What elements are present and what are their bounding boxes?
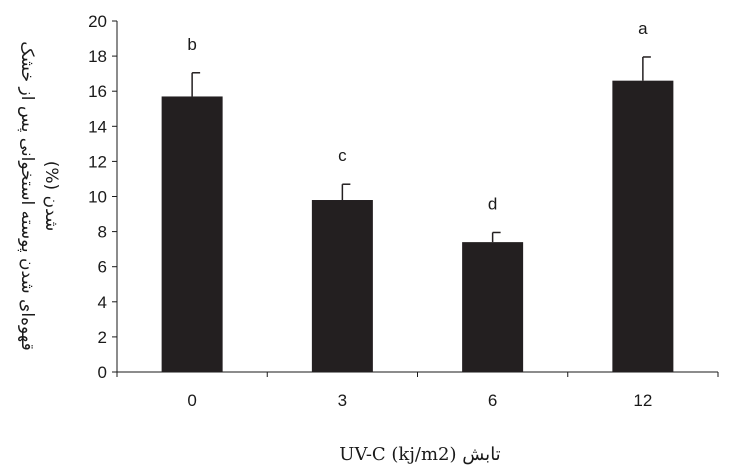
y-tick-label: 8: [98, 223, 107, 242]
y-tick-label: 20: [88, 12, 107, 31]
x-tick-label: 6: [488, 391, 497, 410]
x-tick-label: 12: [633, 391, 652, 410]
x-tick-label: 0: [187, 391, 196, 410]
bar: [311, 200, 373, 372]
x-axis-title: تابش UV-C (kj/m2): [339, 444, 500, 465]
x-tick-label: 3: [338, 391, 347, 410]
y-tick-label: 12: [88, 152, 107, 171]
y-axis-title-line-1: قهوه‌ای شدن پوسته استخوانی پس از خشک: [17, 41, 37, 350]
y-tick-label: 4: [98, 293, 107, 312]
significance-letter: a: [638, 19, 648, 38]
y-axis-title-line-2: شدن (%): [41, 161, 61, 231]
y-tick-label: 14: [88, 117, 107, 136]
y-tick-label: 16: [88, 82, 107, 101]
y-tick-label: 10: [88, 188, 107, 207]
significance-letter: b: [187, 35, 196, 54]
y-axis-title: قهوه‌ای شدن پوسته استخوانی پس از خشک شدن…: [17, 41, 61, 350]
bar: [462, 242, 524, 372]
bar: [612, 80, 674, 373]
y-tick-label: 2: [98, 328, 107, 347]
y-tick-label: 0: [98, 363, 107, 382]
y-tick-label: 18: [88, 47, 107, 66]
bar: [161, 96, 223, 372]
significance-letter: c: [338, 146, 347, 165]
significance-letter: d: [488, 194, 497, 213]
y-tick-label: 6: [98, 258, 107, 277]
